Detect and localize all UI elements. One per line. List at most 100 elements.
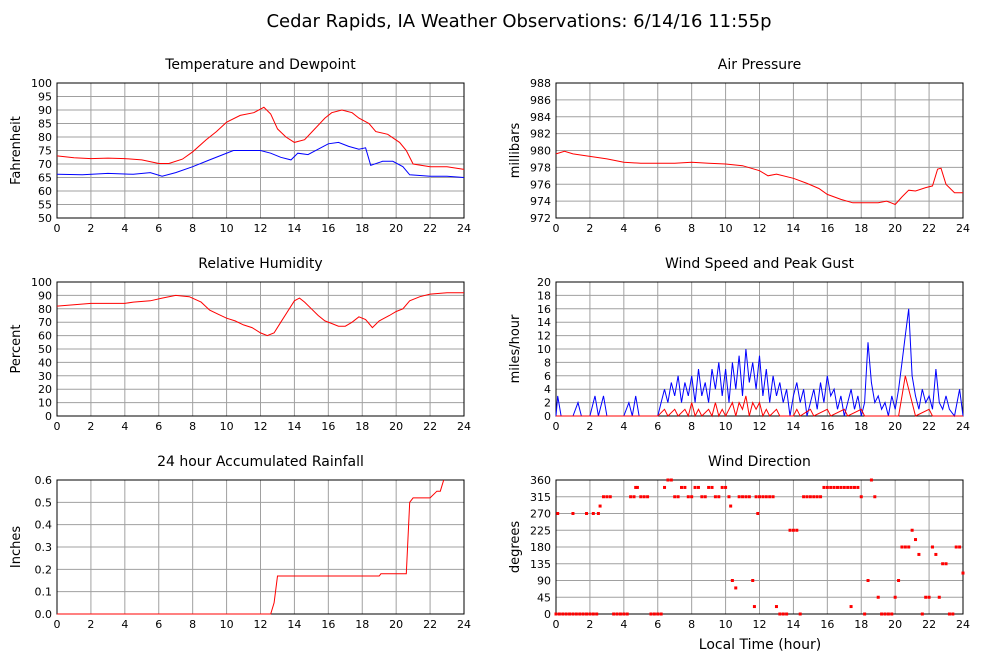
rain-x-tick: 24 [457,618,471,631]
pressure-x-tick: 22 [922,222,936,235]
direction-point [618,612,622,616]
direction-point [869,478,873,482]
pressure-x-tick: 12 [753,222,767,235]
rh-x-tick: 8 [189,420,196,433]
direction-point [951,612,955,616]
direction-point [886,612,890,616]
rh-x-tick: 22 [423,420,437,433]
direction-point [693,485,697,489]
rh-x-tick: 4 [121,420,128,433]
pressure-x-tick: 16 [820,222,834,235]
rain-x-tick: 12 [254,618,268,631]
pressure-y-axis-label: millibars [508,123,523,179]
rh-plot-frame [56,281,465,417]
wind-x-tick: 20 [888,420,902,433]
rain-x-tick: 2 [87,618,94,631]
rh-y-tick: 70 [38,316,52,329]
x-axis-label: Local Time (hour) [699,637,821,653]
direction-point [920,612,924,616]
direction-point [842,485,846,489]
direction-point [771,495,775,499]
pressure-y-tick: 984 [530,111,551,124]
wind-x-tick: 0 [553,420,560,433]
direction-y-tick: 360 [530,474,551,487]
direction-point [751,579,755,582]
temp-y-axis-label: Fahrenheit [9,116,24,185]
wind-y-tick: 18 [537,289,551,302]
rain-series-line-0 [57,479,445,615]
direction-point [795,528,799,532]
wind-y-tick: 8 [544,356,551,369]
direction-point [930,545,934,549]
wind-y-tick: 12 [537,330,551,343]
direction-point [663,485,667,489]
direction-point [676,495,680,499]
rh-x-tick: 12 [254,420,268,433]
pressure-y-tick: 980 [530,145,551,158]
wind-series-line-0 [555,308,964,418]
rh-x-tick: 0 [54,420,61,433]
rh-y-tick: 90 [38,289,52,302]
pressure-title: Air Pressure [718,57,801,73]
rh-series-line-0 [56,292,464,337]
pressure-y-tick: 982 [530,128,551,141]
direction-point [859,495,863,499]
direction-x-tick: 16 [820,618,834,631]
rain-x-tick: 18 [355,618,369,631]
pressure-y-tick: 976 [530,178,551,191]
rain-y-tick: 0.0 [35,608,53,621]
wind-y-tick: 14 [537,316,551,329]
rh-title: Relative Humidity [198,256,322,272]
temp-y-tick: 80 [38,131,52,144]
direction-point [778,612,782,616]
wind-plot-frame [555,281,964,417]
rh-y-tick: 40 [38,356,52,369]
direction-y-tick: 180 [530,541,551,554]
direction-point [652,612,656,616]
direction-point [646,495,650,499]
direction-point [707,485,711,489]
direction-point [863,612,867,616]
direction-point [568,612,572,616]
direction-point [880,612,884,616]
wind-y-tick: 4 [544,383,551,396]
direction-point [612,612,616,616]
direction-point [574,612,578,616]
wind-x-tick: 22 [922,420,936,433]
pressure-x-tick: 2 [586,222,593,235]
rain-y-tick: 0.1 [35,586,53,599]
direction-point [914,538,918,542]
temp-series-line-0 [56,106,465,170]
direction-point [907,545,911,549]
wind-y-axis-label: miles/hour [508,314,523,383]
direction-point [958,545,962,549]
rh-y-axis-label: Percent [9,325,24,374]
direction-point [596,512,600,515]
pressure-x-tick: 20 [888,222,902,235]
direction-x-tick: 12 [753,618,767,631]
temp-title: Temperature and Dewpoint [164,57,356,73]
direction-point [649,612,653,616]
rh-x-tick: 6 [155,420,162,433]
pressure-x-tick: 18 [854,222,868,235]
direction-point [822,485,826,489]
direction-point [802,495,806,499]
wind-x-tick: 12 [753,420,767,433]
rh-y-tick: 100 [31,276,52,289]
direction-point [595,612,599,616]
direction-point [849,605,853,609]
direction-point [903,545,907,549]
wind-x-tick: 16 [820,420,834,433]
direction-point [717,495,721,499]
direction-y-tick: 0 [544,608,551,621]
direction-point [924,595,928,599]
rain-x-tick: 8 [189,618,196,631]
direction-point [683,485,687,489]
rain-x-tick: 14 [287,618,301,631]
direction-point [585,612,589,616]
rh-y-tick: 60 [38,330,52,343]
direction-point [629,495,633,499]
